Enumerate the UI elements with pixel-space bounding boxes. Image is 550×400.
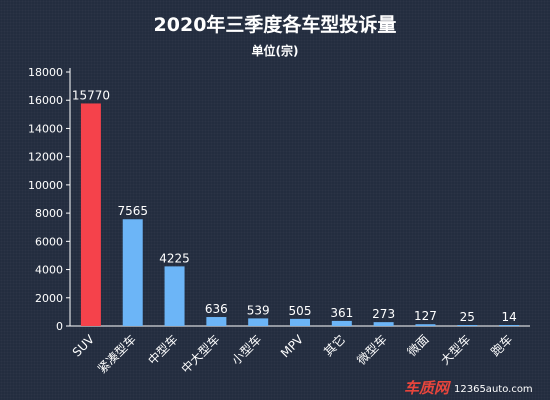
bar	[164, 266, 185, 326]
x-tick-label: 小型车	[228, 332, 264, 368]
data-label: 636	[205, 302, 228, 316]
x-tick-label: 大型车	[437, 332, 473, 368]
data-label: 273	[372, 307, 395, 321]
x-tick-label: 跑车	[488, 332, 516, 360]
y-tick-label: 0	[56, 320, 63, 333]
y-tick-label: 2000	[35, 292, 63, 305]
chart-subtitle: 单位(宗)	[252, 43, 299, 58]
y-tick-label: 14000	[28, 122, 63, 135]
data-label: 7565	[117, 204, 148, 218]
bar	[331, 320, 352, 326]
y-tick-label: 4000	[35, 264, 63, 277]
x-tick-label: SUV	[70, 332, 98, 360]
y-tick-label: 18000	[28, 66, 63, 79]
data-label: 361	[330, 306, 353, 320]
bar	[415, 324, 436, 326]
y-tick-label: 10000	[28, 179, 63, 192]
bar	[499, 325, 520, 326]
y-tick-label: 12000	[28, 151, 63, 164]
bar	[122, 219, 143, 326]
data-label: 4225	[159, 251, 190, 265]
bar	[457, 325, 478, 326]
x-tick-label: 其它	[320, 332, 348, 360]
data-label: 15770	[72, 88, 110, 102]
chart-title: 2020年三季度各车型投诉量	[154, 13, 397, 36]
x-tick-label: 中型车	[145, 332, 181, 368]
data-label: 539	[247, 303, 270, 317]
bar	[80, 103, 101, 327]
watermark: 车质网 12365auto.com	[404, 379, 533, 397]
data-label: 14	[501, 310, 516, 324]
x-tick-label: 微型车	[354, 332, 390, 368]
y-tick-label: 8000	[35, 207, 63, 220]
bar	[373, 322, 394, 326]
watermark-site: 12365auto.com	[454, 384, 533, 395]
bar	[248, 318, 269, 326]
bar	[290, 318, 310, 326]
x-tick-label: MPV	[278, 332, 307, 361]
x-tick-label: 中大型车	[178, 332, 223, 377]
x-tick-label: 紧凑型车	[94, 332, 139, 377]
value-labels: 15770 7565 4225 636 539 505 361 273 127 25 14	[72, 88, 517, 324]
data-label: 505	[289, 304, 312, 318]
x-tick-label: 微面	[405, 332, 432, 359]
y-tick-label: 16000	[28, 94, 63, 107]
y-axis: 0 2000 4000 6000 8000 10000 12000 14000 16000 180…	[28, 66, 71, 333]
data-label: 127	[414, 309, 437, 323]
bar	[206, 317, 227, 326]
bars	[80, 103, 520, 327]
watermark-brand: 车质网	[404, 379, 452, 397]
data-label: 25	[460, 310, 475, 324]
y-tick-label: 6000	[35, 235, 63, 248]
